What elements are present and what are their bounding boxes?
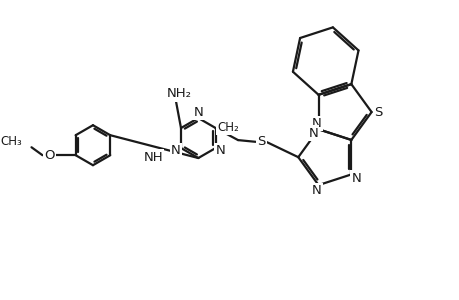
Text: N: N xyxy=(311,184,321,197)
Text: NH: NH xyxy=(143,151,163,164)
Text: S: S xyxy=(257,135,265,148)
Text: N: N xyxy=(351,172,360,184)
Text: S: S xyxy=(374,106,382,118)
Text: N: N xyxy=(308,127,317,140)
Text: NH₂: NH₂ xyxy=(167,87,192,100)
Text: CH₃: CH₃ xyxy=(0,135,22,148)
Text: N: N xyxy=(171,144,180,158)
Text: N: N xyxy=(215,144,225,158)
Text: N: N xyxy=(193,106,203,119)
Text: CH₂: CH₂ xyxy=(217,121,238,134)
Text: O: O xyxy=(44,149,54,162)
Text: N: N xyxy=(311,117,321,130)
